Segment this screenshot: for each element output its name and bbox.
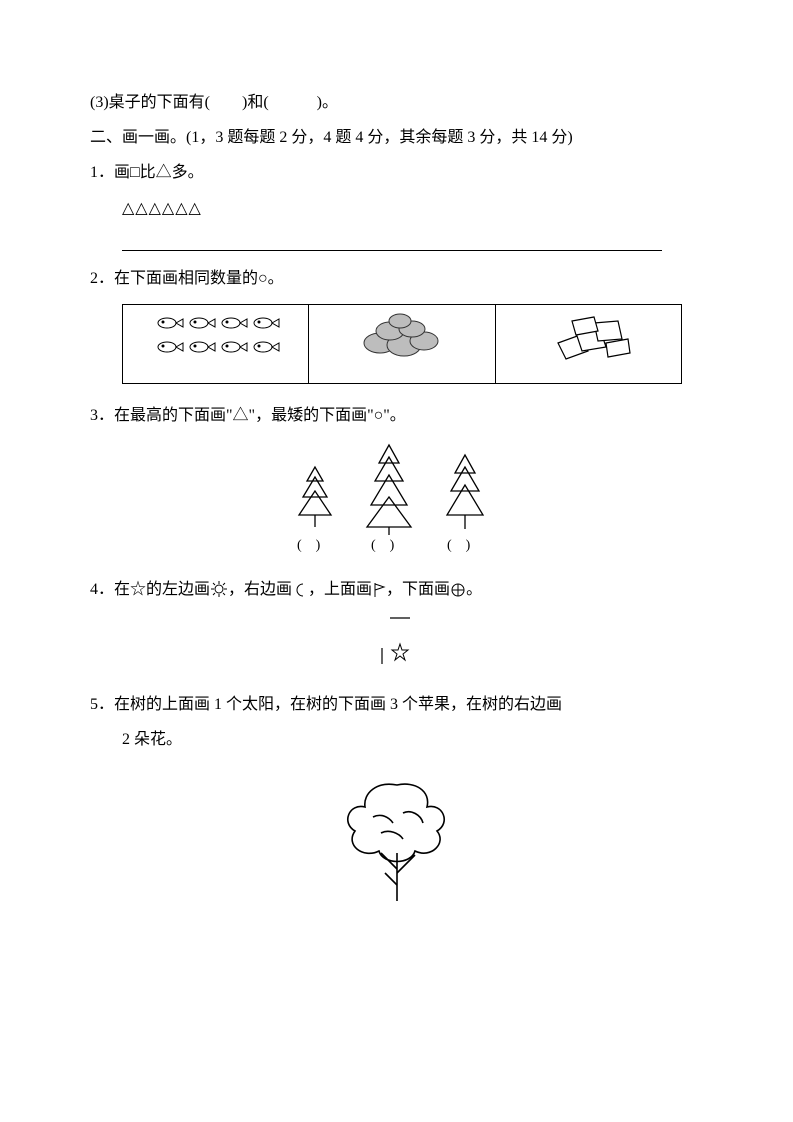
q4-mid2: ，上面画 (308, 581, 372, 598)
q2-cell-papers (495, 304, 681, 383)
circle-cross-icon (450, 582, 466, 598)
q1-triangles: △△△△△△ (90, 191, 703, 226)
svg-text:( ): ( ) (447, 538, 471, 553)
page: (3)桌子的下面有( )和( )。 二、画一画。(1，3 题每题 2 分，4 题… (0, 0, 793, 986)
q4-figure (90, 612, 703, 685)
q2-table (122, 304, 682, 384)
papers-icon (528, 309, 648, 365)
q5-line1: 5．在树的上面画 1 个太阳，在树的下面画 3 个苹果，在树的右边画 (90, 687, 703, 722)
q4-suffix: 。 (466, 581, 482, 598)
tree-icon (327, 773, 467, 913)
q1-text: 1．画□比△多。 (90, 155, 703, 190)
star-box-icon (352, 612, 442, 672)
moon-icon (292, 582, 308, 598)
q4-mid1: ，右边画 (228, 581, 292, 598)
section-2-title: 二、画一画。(1，3 题每题 2 分，4 题 4 分，其余每题 3 分，共 14… (90, 120, 703, 155)
q4-mid3: ，下面画 (386, 581, 450, 598)
svg-text:( ): ( ) (297, 538, 321, 553)
q4-prefix: 4．在☆的左边画 (90, 581, 210, 598)
q2-text: 2．在下面画相同数量的○。 (90, 261, 703, 296)
flag-icon (372, 582, 386, 598)
svg-text:( ): ( ) (371, 538, 395, 553)
q4-text: 4．在☆的左边画 ，右边画 ，上面画 ，下面画。 (90, 572, 703, 607)
sun-icon (210, 580, 228, 598)
trees-icon: ( ) ( ) ( ) (247, 437, 547, 557)
q2-cell-fish (123, 304, 309, 383)
q1-answer-line (122, 250, 662, 251)
q2-table-wrap (90, 304, 703, 384)
q5-line2: 2 朵花。 (90, 722, 703, 757)
q3-figure: ( ) ( ) ( ) (90, 437, 703, 570)
fish-icon (151, 309, 281, 365)
prev-sub-3: (3)桌子的下面有( )和( )。 (90, 85, 703, 120)
q5-figure (90, 773, 703, 926)
q3-text: 3．在最高的下面画"△"，最矮的下面画"○"。 (90, 398, 703, 433)
q2-cell-stones (309, 304, 495, 383)
stones-icon (342, 309, 462, 365)
